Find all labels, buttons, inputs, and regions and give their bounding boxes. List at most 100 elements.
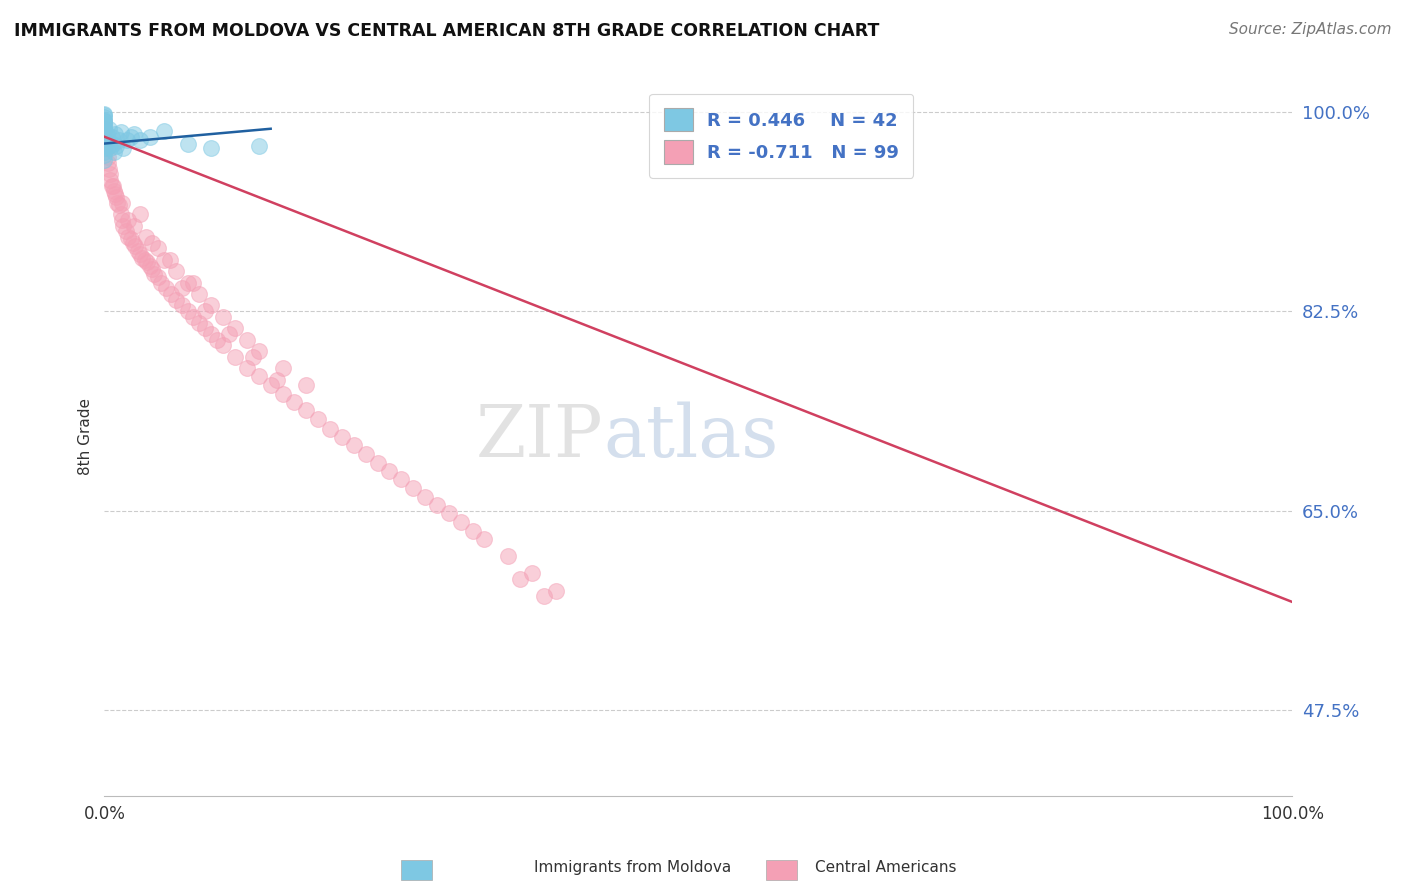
Point <box>413 490 436 504</box>
Point <box>93 112 115 127</box>
Point <box>93 133 115 147</box>
Point <box>120 129 142 144</box>
Point <box>159 252 181 267</box>
Point <box>127 244 149 258</box>
Point <box>134 252 156 267</box>
Point <box>155 281 177 295</box>
Point <box>93 133 115 147</box>
Point <box>97 133 120 147</box>
Point <box>98 167 121 181</box>
Point <box>150 276 173 290</box>
Point <box>122 235 145 250</box>
Point <box>271 361 294 376</box>
Point <box>124 239 146 253</box>
Point <box>176 304 198 318</box>
Point <box>378 464 401 478</box>
Point <box>138 129 160 144</box>
Point <box>111 213 134 227</box>
Point <box>271 387 294 401</box>
Point <box>533 589 555 603</box>
Point <box>122 219 145 233</box>
Point <box>107 133 129 147</box>
Point <box>450 515 472 529</box>
Text: Immigrants from Moldova: Immigrants from Moldova <box>534 861 731 875</box>
Point <box>105 190 128 204</box>
Point <box>122 128 145 142</box>
Point <box>437 506 460 520</box>
Point <box>114 224 136 238</box>
Point <box>402 481 425 495</box>
Point <box>496 549 519 564</box>
Point <box>93 141 115 155</box>
Point <box>107 195 129 210</box>
Point <box>98 141 121 155</box>
Text: Central Americans: Central Americans <box>815 861 957 875</box>
Point <box>200 141 222 155</box>
Text: atlas: atlas <box>603 401 779 472</box>
Point <box>93 153 115 167</box>
Point <box>129 133 152 147</box>
Point <box>295 403 318 417</box>
Point <box>93 148 115 162</box>
Point <box>98 121 121 136</box>
Point <box>165 264 187 278</box>
Point <box>111 195 134 210</box>
Point <box>94 136 117 151</box>
Point <box>138 259 160 273</box>
Point <box>93 136 115 151</box>
Point <box>426 498 449 512</box>
Point <box>112 219 135 233</box>
Point <box>98 139 121 153</box>
Point <box>212 310 235 324</box>
Point <box>93 113 115 128</box>
Point <box>93 111 115 125</box>
Point <box>247 369 270 384</box>
Point <box>183 310 205 324</box>
Point <box>93 128 115 142</box>
Point <box>117 230 139 244</box>
Point <box>93 128 115 143</box>
Point <box>103 185 125 199</box>
Point <box>188 287 211 301</box>
Point <box>194 321 217 335</box>
Point <box>93 145 115 159</box>
Point <box>176 136 198 151</box>
Point <box>131 251 153 265</box>
Point <box>110 207 132 221</box>
Y-axis label: 8th Grade: 8th Grade <box>79 398 93 475</box>
Point <box>93 107 115 121</box>
Point <box>97 156 120 170</box>
Point <box>136 255 159 269</box>
Point <box>461 524 484 539</box>
Point <box>104 186 127 201</box>
Point <box>107 198 129 212</box>
Point <box>236 361 259 376</box>
Point <box>103 145 125 159</box>
Point <box>389 472 412 486</box>
Point <box>165 293 187 307</box>
Point <box>146 270 169 285</box>
Point <box>200 298 222 312</box>
Point <box>520 566 543 581</box>
Point <box>474 533 496 547</box>
Point <box>96 128 118 142</box>
Text: Source: ZipAtlas.com: Source: ZipAtlas.com <box>1229 22 1392 37</box>
Point <box>224 350 246 364</box>
Point <box>93 108 115 122</box>
Point <box>97 150 120 164</box>
Point <box>115 133 138 147</box>
Point <box>224 321 246 335</box>
Point <box>236 333 259 347</box>
Point <box>343 437 366 451</box>
Point <box>98 173 121 187</box>
Point <box>152 124 174 138</box>
Point <box>367 456 389 470</box>
Point <box>93 120 115 134</box>
Point <box>143 267 166 281</box>
Point <box>170 298 193 312</box>
Point <box>212 338 235 352</box>
Point <box>129 247 152 261</box>
Point <box>544 583 567 598</box>
Point <box>105 139 128 153</box>
Point <box>129 207 152 221</box>
